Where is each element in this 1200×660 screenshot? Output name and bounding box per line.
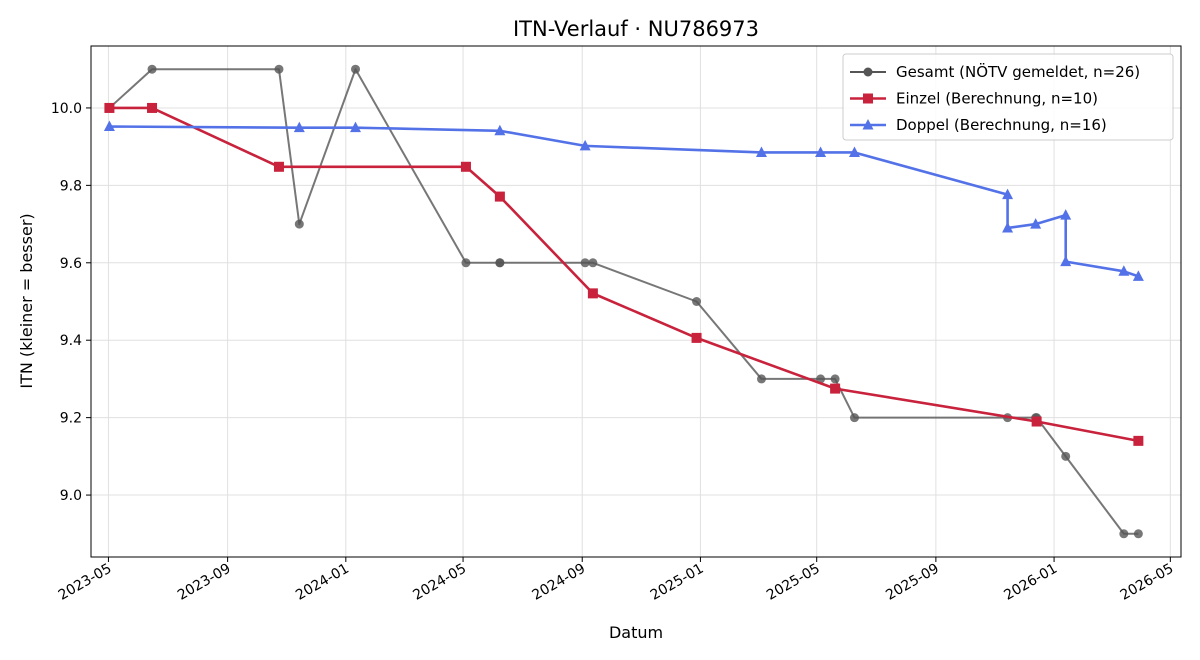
- legend-label: Gesamt (NÖTV gemeldet, n=26): [896, 62, 1140, 81]
- data-point: [1030, 218, 1042, 229]
- data-point: [756, 374, 766, 384]
- data-point: [351, 64, 361, 74]
- data-point: [461, 258, 471, 268]
- data-point: [460, 161, 471, 172]
- data-point: [1031, 416, 1042, 427]
- data-point: [1119, 529, 1129, 539]
- legend-marker: [862, 119, 874, 130]
- data-point: [350, 121, 362, 133]
- data-point: [1132, 270, 1144, 281]
- data-point: [494, 191, 505, 202]
- data-point: [1060, 209, 1072, 220]
- legend: Gesamt (NÖTV gemeldet, n=26) Einzel (Bere…: [842, 53, 1174, 141]
- legend-label: Einzel (Berechnung, n=10): [896, 90, 1098, 108]
- data-point: [274, 64, 284, 74]
- legend-box: [842, 53, 1174, 141]
- data-point: [691, 332, 702, 343]
- chart-title: ITN-Verlauf · NU786973: [513, 17, 759, 41]
- data-point: [830, 374, 840, 384]
- plot-frame: [90, 45, 1182, 558]
- data-point: [494, 124, 506, 136]
- x-axis-title: Datum: [609, 623, 663, 642]
- data-point: [815, 146, 827, 157]
- data-point: [1133, 529, 1143, 539]
- data-point: [830, 383, 841, 394]
- series-layer: [103, 64, 1144, 539]
- y-tick-label: 10.0: [51, 101, 82, 117]
- legend-label: Doppel (Berechnung, n=16): [896, 116, 1107, 134]
- series-line: [109, 106, 1139, 443]
- legend-item: Gesamt (NÖTV gemeldet, n=26): [850, 62, 1140, 81]
- legend-marker: [863, 67, 873, 77]
- series-3: [103, 120, 1144, 281]
- y-tick-label: 9.8: [60, 178, 82, 194]
- legend-item: Einzel (Berechnung, n=10): [850, 90, 1098, 108]
- data-point: [1002, 221, 1014, 233]
- data-point: [1133, 435, 1144, 446]
- data-point: [848, 146, 860, 157]
- data-point: [1002, 188, 1014, 200]
- data-point: [147, 102, 158, 113]
- data-point: [755, 146, 767, 157]
- data-point: [579, 139, 591, 151]
- series-2: [104, 102, 1144, 446]
- legend-marker: [863, 93, 873, 104]
- data-point: [495, 258, 505, 268]
- y-axis-title: ITN (kleiner = besser): [17, 213, 36, 388]
- data-point: [849, 413, 859, 423]
- data-point: [588, 258, 598, 268]
- data-point: [103, 120, 115, 132]
- data-point: [692, 297, 702, 306]
- data-point: [580, 258, 590, 268]
- data-point: [294, 219, 304, 229]
- data-point: [147, 64, 157, 74]
- data-point: [1060, 255, 1072, 267]
- data-point: [273, 161, 284, 172]
- data-point: [293, 121, 305, 133]
- y-tick-label: 9.6: [60, 256, 82, 272]
- data-point: [1061, 451, 1071, 461]
- data-point: [587, 288, 598, 299]
- data-point: [1118, 265, 1130, 276]
- y-tick-label: 9.4: [60, 333, 82, 349]
- y-tick-label: 9.2: [60, 411, 82, 427]
- y-tick-label: 9.0: [60, 488, 82, 504]
- data-point: [104, 102, 115, 113]
- legend-item: Doppel (Berechnung, n=16): [850, 116, 1107, 134]
